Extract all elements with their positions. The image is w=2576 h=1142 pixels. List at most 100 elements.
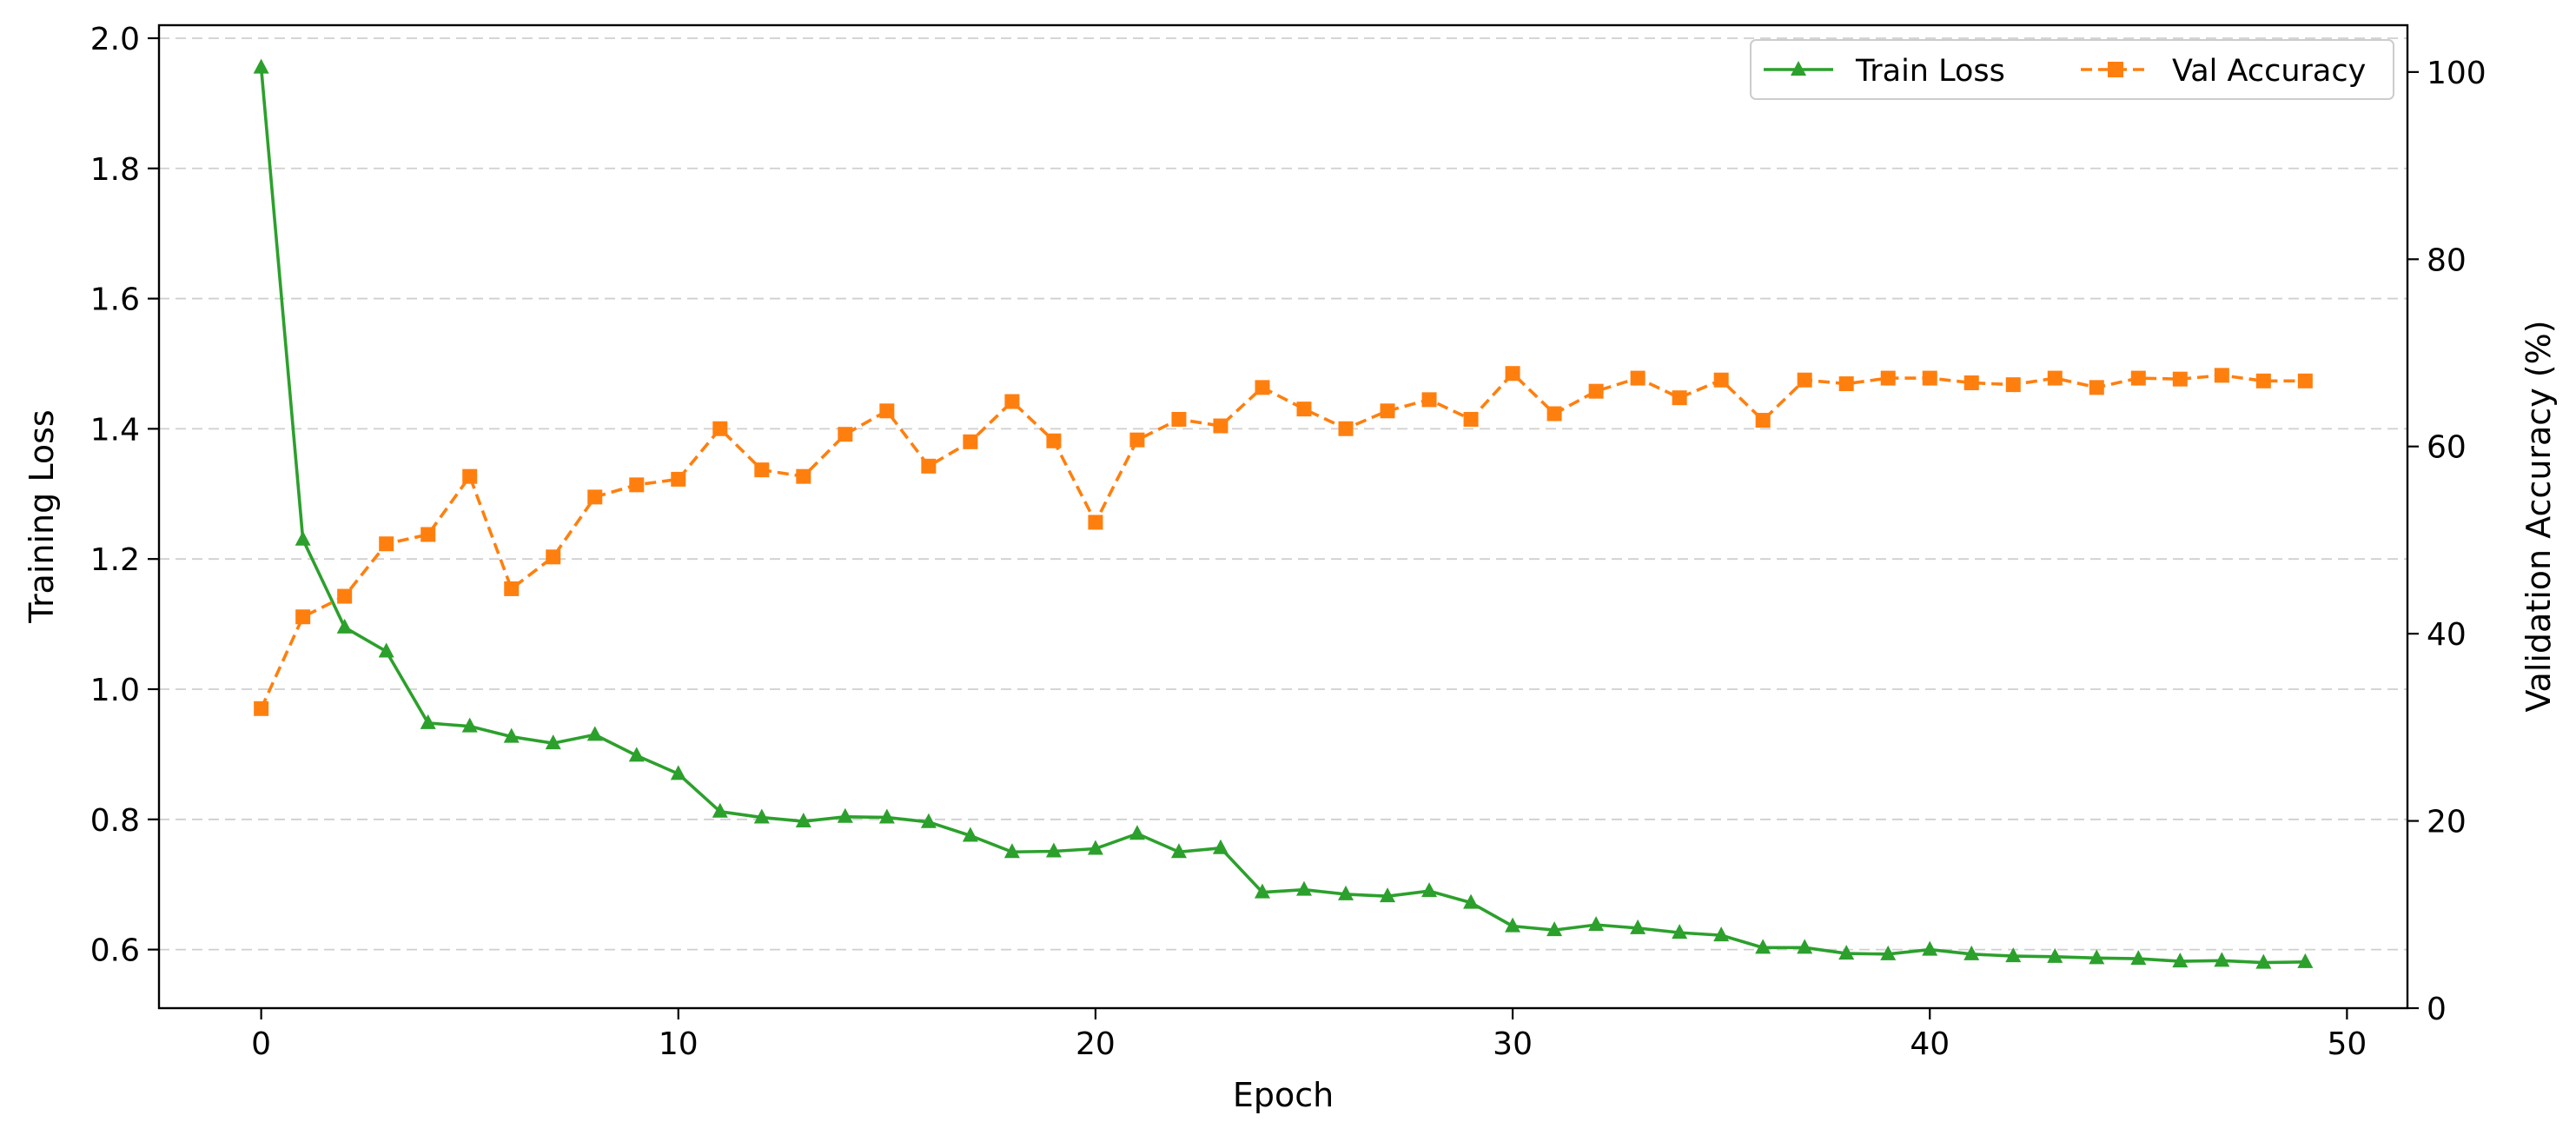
point-1-18 (1004, 394, 1020, 409)
y-axis-label-left: Training Loss (23, 409, 61, 623)
y-left-tick-label-4: 1.4 (90, 412, 140, 448)
point-1-40 (1922, 370, 1937, 386)
point-0-5 (461, 717, 478, 733)
y-left-tick-label-2: 1.0 (90, 673, 140, 708)
point-1-49 (2297, 373, 2313, 388)
point-1-39 (1880, 370, 1896, 386)
point-0-32 (1588, 916, 1605, 932)
point-1-41 (1963, 375, 1979, 390)
point-1-31 (1546, 406, 1562, 422)
point-1-1 (295, 609, 311, 625)
axis-ticks: 0.6 0.8 1.0 1.2 1.4 1.6 1.8 2.0 0 20 40 60 80 100 0 10 2… (90, 22, 2487, 1062)
legend-label-val-accuracy: Val Accuracy (2172, 54, 2366, 89)
legend-box (1750, 39, 2394, 100)
point-0-13 (795, 813, 811, 828)
point-0-19 (1045, 842, 1062, 858)
point-0-17 (962, 827, 978, 842)
point-1-4 (421, 527, 436, 542)
y-left-tick-label-1: 0.8 (90, 803, 140, 839)
x-tick-label-3: 30 (1493, 1026, 1533, 1062)
point-0-49 (2297, 953, 2314, 968)
point-0-22 (1170, 843, 1187, 859)
point-0-8 (586, 726, 603, 741)
point-0-41 (1963, 945, 1980, 960)
y-left-tick-label-5: 1.6 (90, 282, 140, 318)
point-1-19 (1046, 433, 1062, 448)
point-0-18 (1003, 843, 1020, 859)
point-1-10 (671, 471, 686, 487)
point-1-17 (963, 434, 978, 449)
point-0-31 (1546, 921, 1563, 937)
point-1-26 (1338, 421, 1354, 436)
point-1-32 (1588, 383, 1604, 399)
point-1-0 (254, 700, 269, 716)
x-tick-label-4: 40 (1910, 1026, 1950, 1062)
point-0-27 (1380, 887, 1396, 903)
y-axis-label-right: Validation Accuracy (%) (2520, 320, 2558, 712)
point-0-39 (1880, 945, 1897, 960)
point-0-30 (1505, 917, 1521, 933)
plot-frame (157, 23, 2409, 1010)
y-right-tick-label-1: 20 (2427, 805, 2467, 840)
point-1-24 (1255, 380, 1270, 395)
point-1-11 (712, 421, 728, 436)
x-tick-label-0: 0 (251, 1026, 271, 1062)
point-0-4 (420, 714, 436, 729)
point-1-12 (754, 462, 770, 478)
point-0-0 (253, 58, 269, 74)
y-left-tick-label-6: 1.8 (90, 152, 140, 188)
point-0-42 (2005, 947, 2022, 963)
point-0-35 (1713, 926, 1730, 942)
point-0-38 (1838, 945, 1855, 960)
point-0-44 (2089, 949, 2105, 965)
x-tick-label-2: 20 (1076, 1026, 1116, 1062)
point-0-14 (837, 807, 853, 823)
point-0-15 (878, 808, 895, 824)
point-0-20 (1087, 840, 1103, 855)
point-0-45 (2130, 950, 2147, 966)
point-1-44 (2089, 380, 2104, 395)
point-1-16 (921, 458, 937, 474)
point-1-15 (879, 403, 895, 419)
point-0-6 (503, 727, 520, 743)
point-1-9 (629, 477, 645, 493)
legend-label-train-loss: Train Loss (1855, 54, 2005, 89)
point-1-23 (1213, 418, 1228, 434)
point-1-30 (1505, 366, 1520, 382)
point-0-12 (753, 808, 770, 824)
y-left-tick-label-7: 2.0 (90, 22, 140, 57)
point-0-26 (1338, 885, 1354, 900)
point-1-14 (838, 427, 853, 442)
point-0-25 (1296, 880, 1313, 896)
legend-entry-train-loss: Train Loss (1764, 54, 2005, 89)
point-0-48 (2255, 953, 2272, 969)
point-1-28 (1421, 392, 1437, 408)
x-tick-label-1: 10 (659, 1026, 699, 1062)
point-1-43 (2047, 370, 2063, 386)
point-1-20 (1088, 515, 1103, 530)
data-series (253, 58, 2314, 969)
point-1-46 (2172, 371, 2188, 387)
point-1-21 (1129, 432, 1145, 448)
point-1-6 (504, 581, 520, 596)
point-1-48 (2255, 373, 2271, 388)
point-1-45 (2130, 370, 2146, 386)
point-0-43 (2047, 947, 2063, 963)
point-0-37 (1797, 939, 1813, 954)
point-0-10 (670, 765, 686, 780)
point-0-29 (1463, 893, 1480, 909)
point-1-36 (1755, 413, 1771, 428)
point-0-28 (1421, 882, 1438, 898)
point-1-29 (1463, 411, 1479, 427)
point-0-21 (1129, 825, 1145, 840)
point-1-2 (337, 588, 353, 604)
point-0-16 (920, 813, 937, 828)
series-0 (253, 58, 2314, 969)
point-1-8 (587, 489, 603, 505)
point-0-36 (1755, 939, 1771, 954)
point-1-35 (1713, 372, 1729, 388)
point-1-34 (1672, 390, 1687, 406)
y-left-tick-label-0: 0.6 (90, 933, 140, 969)
point-0-34 (1672, 924, 1688, 939)
